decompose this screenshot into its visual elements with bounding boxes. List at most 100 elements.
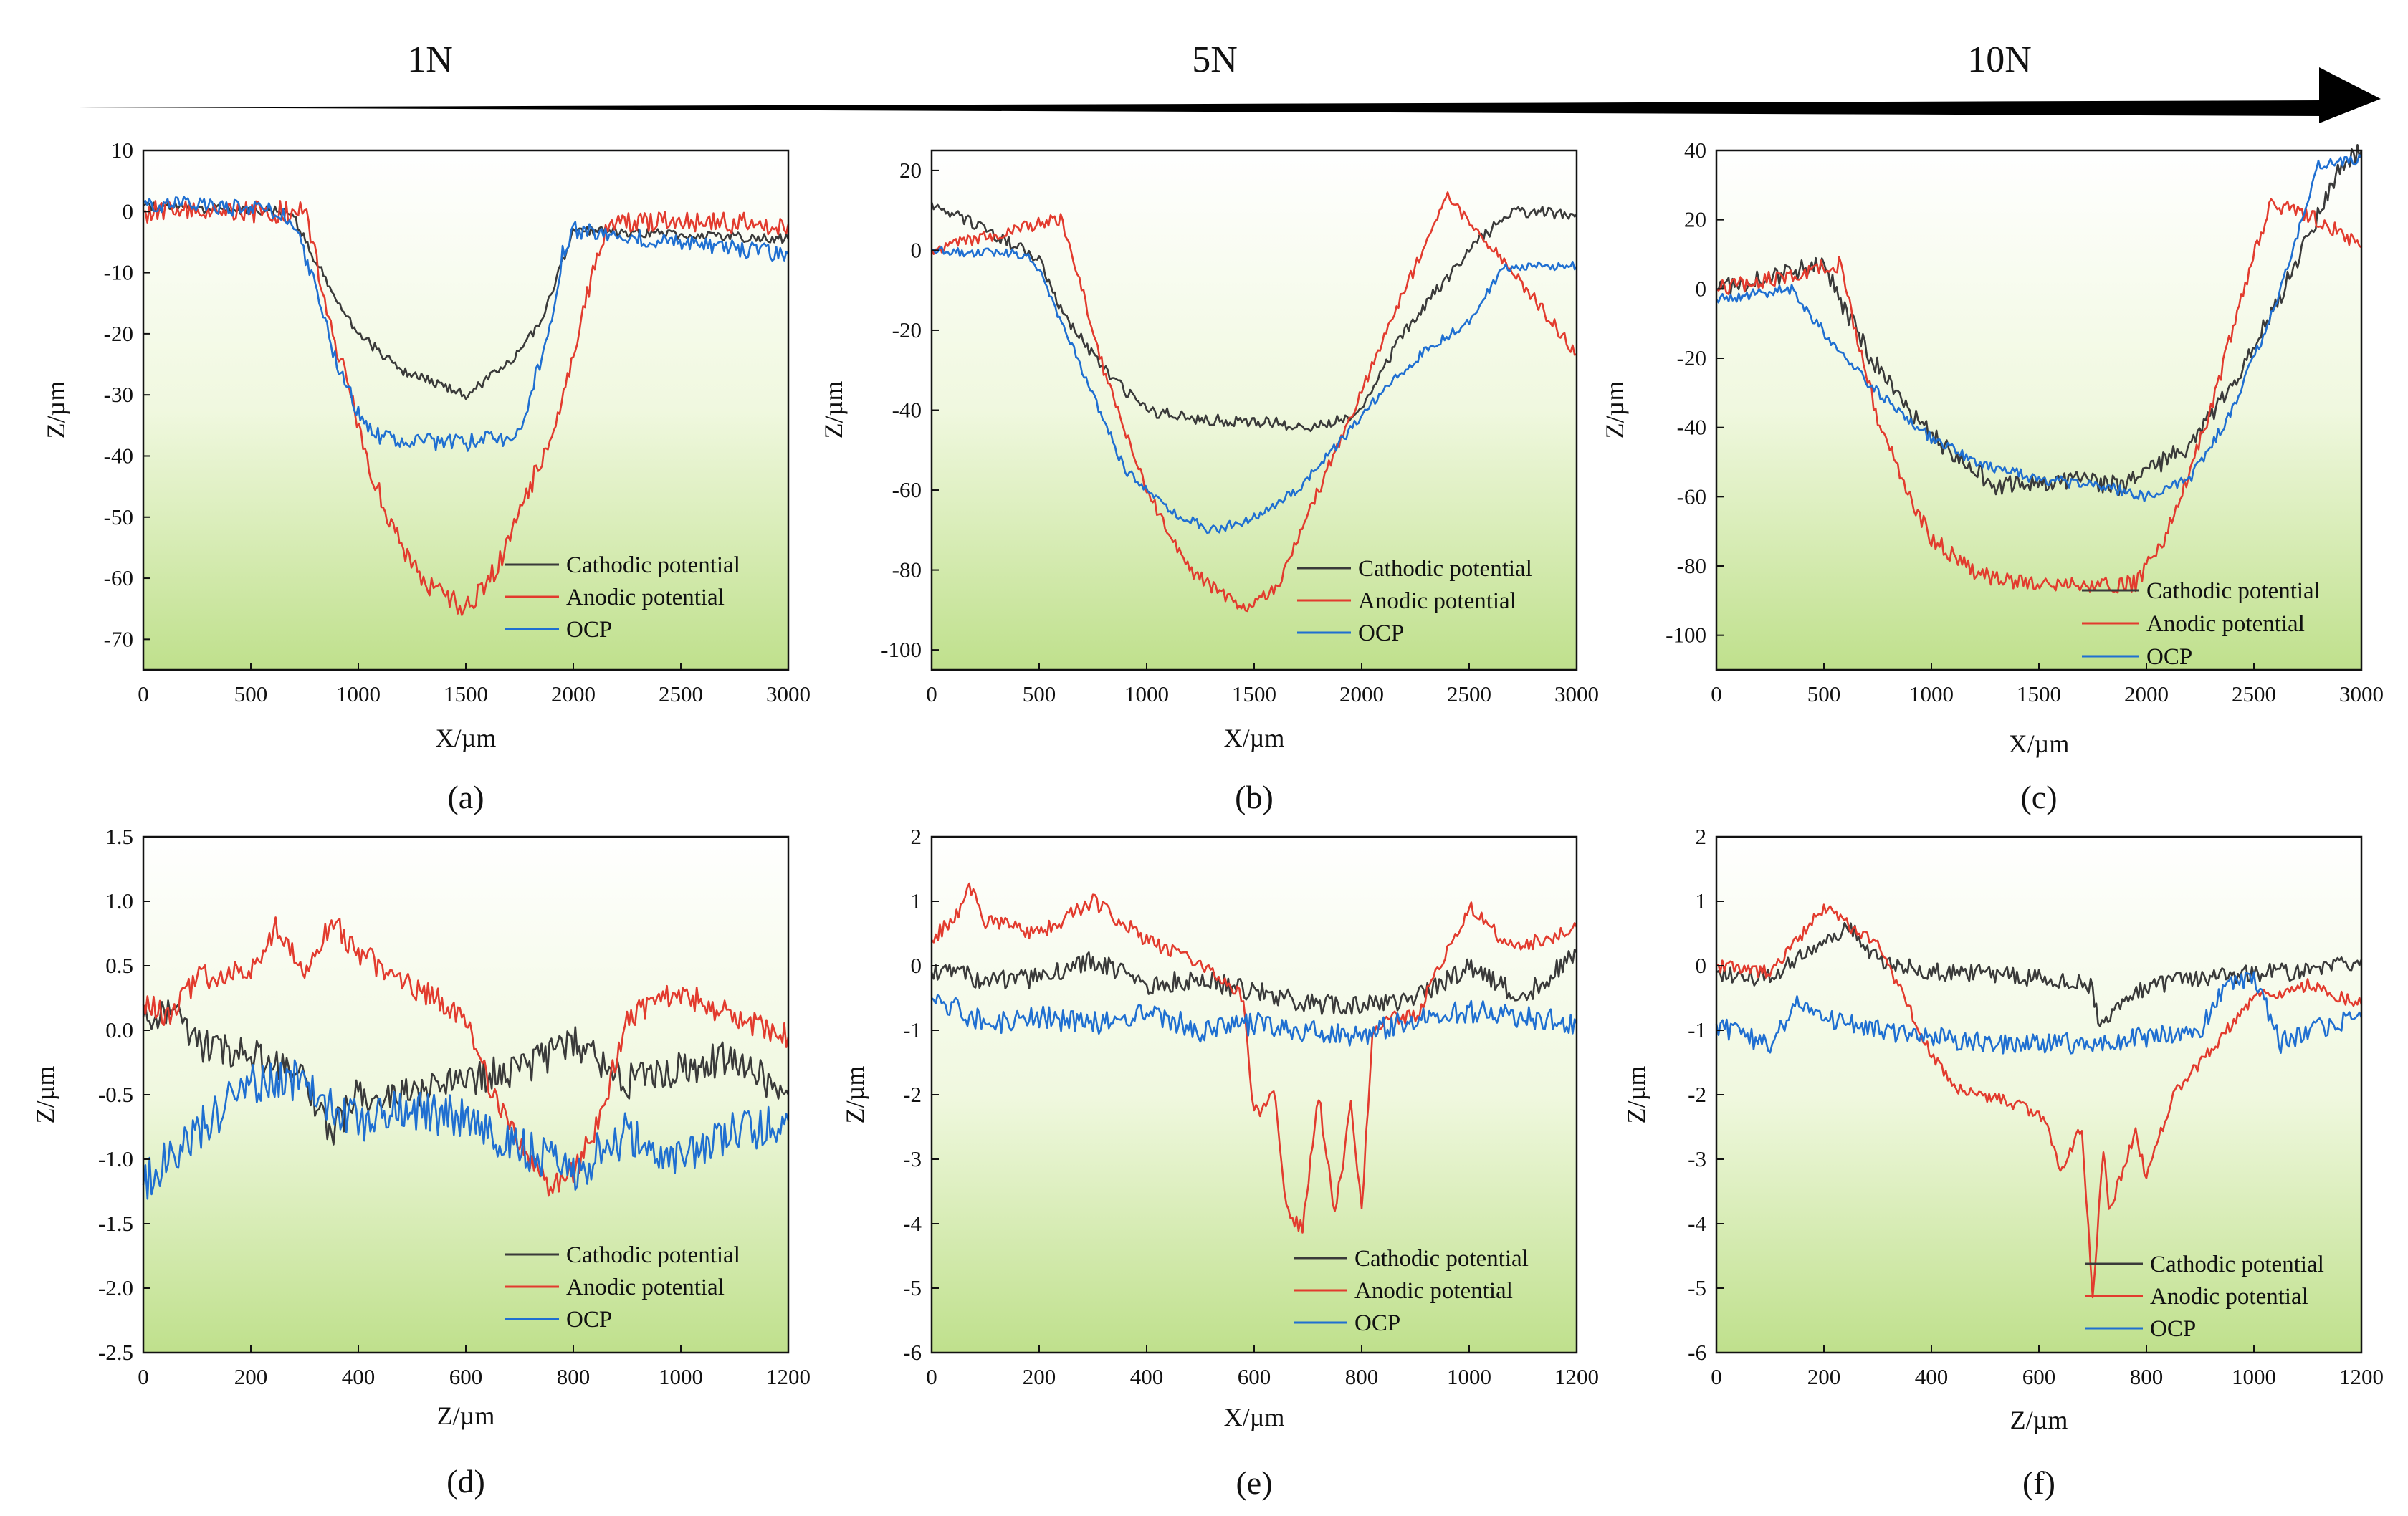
- y-tick-label: 1.5: [105, 824, 133, 849]
- x-tick-label: 800: [1345, 1364, 1379, 1389]
- x-tick-label: 500: [234, 681, 268, 706]
- y-tick-label: -5: [903, 1275, 922, 1300]
- legend: Cathodic potential Anodic potential OCP: [2086, 1252, 2324, 1342]
- y-tick-label: -3: [1688, 1146, 1706, 1171]
- x-tick-label: 1500: [2017, 681, 2061, 706]
- load-label-10N: 10N: [1967, 39, 2032, 80]
- axis-ticks: 0 500 1000 1500 2000 2500 3000 20 0 -20 -40 -60 -80 -…: [881, 158, 1599, 706]
- plot-background: [143, 150, 788, 670]
- y-tick-label: -80: [1677, 553, 1706, 578]
- x-tick-label: 2000: [2124, 681, 2169, 706]
- plot-frame: [930, 835, 1578, 1354]
- x-tick-label: 200: [1023, 1364, 1056, 1389]
- axis-ticks: 0 200 400 600 800 1000 1200 2 1 0 -1 -2 -3 -4 -5 -6: [1688, 824, 2384, 1389]
- x-tick-label: 600: [449, 1364, 483, 1389]
- x-axis-label: X/µm: [436, 724, 497, 752]
- legend-label-ocp: OCP: [2150, 1316, 2196, 1342]
- y-tick-label: -2: [1688, 1082, 1706, 1107]
- series-line-ocp: [1715, 153, 2362, 503]
- x-tick-label: 2500: [2232, 681, 2276, 706]
- y-axis-label: Z/µm: [1622, 1066, 1650, 1124]
- y-tick-label: -6: [1688, 1340, 1706, 1365]
- x-tick-label: 400: [342, 1364, 376, 1389]
- x-tick-label: 1500: [444, 681, 488, 706]
- legend-label-cathodic: Cathodic potential: [2150, 1252, 2324, 1277]
- plot-lines: [142, 916, 790, 1200]
- legend-label-ocp: OCP: [2146, 644, 2192, 670]
- series-line-ocp: [143, 196, 790, 452]
- x-tick-label: 0: [1711, 1364, 1722, 1389]
- y-tick-label: -50: [104, 504, 133, 529]
- load-label-5N: 5N: [1192, 39, 1238, 80]
- legend-label-anodic: Anodic potential: [566, 1275, 725, 1300]
- x-axis-label: X/µm: [1224, 1403, 1285, 1431]
- plot-background: [1716, 837, 2361, 1353]
- legend-label-anodic: Anodic potential: [2150, 1284, 2308, 1310]
- x-tick-label: 500: [1023, 681, 1056, 706]
- x-tick-label: 0: [926, 1364, 937, 1389]
- plot-lines: [930, 882, 1578, 1234]
- x-tick-label: 1200: [1554, 1364, 1599, 1389]
- x-tick-label: 600: [2022, 1364, 2056, 1389]
- plot-frame: [1715, 149, 2363, 671]
- y-tick-label: 0: [1696, 276, 1707, 301]
- y-tick-label: -60: [1677, 484, 1706, 509]
- load-arrow: [79, 67, 2381, 123]
- x-tick-label: 1000: [1447, 1364, 1491, 1389]
- legend-label-anodic: Anodic potential: [566, 585, 725, 610]
- x-tick-label: 1000: [1124, 681, 1169, 706]
- y-tick-label: 20: [899, 158, 922, 183]
- series-line-anodic-potential: [930, 191, 1577, 613]
- panel-label: (c): [2020, 779, 2057, 815]
- plot-frame: [930, 149, 1578, 671]
- legend: Cathodic potential Anodic potential OCP: [505, 552, 740, 643]
- x-tick-label: 200: [1807, 1364, 1841, 1389]
- legend-label-ocp: OCP: [566, 617, 612, 643]
- legend-label-ocp: OCP: [1358, 620, 1404, 646]
- y-tick-label: 0.0: [105, 1017, 133, 1042]
- legend: Cathodic potential Anodic potential OCP: [2082, 578, 2321, 670]
- x-tick-label: 800: [2130, 1364, 2164, 1389]
- y-tick-label: -80: [892, 557, 922, 582]
- y-tick-label: -40: [1677, 415, 1706, 440]
- plot-lines: [1715, 144, 2363, 594]
- legend-label-anodic: Anodic potential: [1354, 1278, 1513, 1304]
- legend-label-cathodic: Cathodic potential: [566, 1242, 740, 1268]
- x-tick-label: 1000: [659, 1364, 703, 1389]
- y-tick-label: -70: [104, 626, 133, 651]
- y-axis-label: Z/µm: [1600, 381, 1629, 439]
- plot-lines: [930, 191, 1578, 613]
- plot-frame: [1715, 835, 2363, 1354]
- y-tick-label: 2: [1696, 824, 1707, 849]
- y-tick-label: -60: [892, 477, 922, 502]
- legend-label-ocp: OCP: [1354, 1310, 1400, 1336]
- load-arrow-head: [2319, 67, 2381, 123]
- legend-label-ocp: OCP: [566, 1307, 612, 1333]
- series-line-anodic-potential: [1716, 198, 2362, 594]
- legend: Cathodic potential Anodic potential OCP: [1297, 556, 1532, 646]
- x-tick-label: 400: [1915, 1364, 1949, 1389]
- y-axis-label: Z/µm: [841, 1066, 869, 1124]
- y-axis-label: Z/µm: [31, 1066, 59, 1124]
- plot-frame: [142, 149, 790, 671]
- x-axis-label: X/µm: [2009, 729, 2070, 758]
- panel-d: 0 200 400 600 800 1000 1200 1.5 1.0 0.5 0.0 -0.5 -1.…: [31, 824, 811, 1500]
- panel-label: (f): [2022, 1464, 2055, 1501]
- series-line-anodic-potential: [931, 882, 1578, 1234]
- x-tick-label: 0: [138, 681, 149, 706]
- legend-label-cathodic: Cathodic potential: [1354, 1246, 1529, 1272]
- y-tick-label: -20: [892, 317, 922, 342]
- x-tick-label: 1000: [336, 681, 381, 706]
- y-tick-label: -10: [104, 260, 133, 285]
- plot-background: [932, 150, 1577, 670]
- x-tick-label: 600: [1238, 1364, 1271, 1389]
- legend-label-cathodic: Cathodic potential: [2146, 578, 2321, 604]
- panel-label: (b): [1235, 779, 1274, 815]
- y-axis-label: Z/µm: [42, 381, 70, 439]
- y-tick-label: -4: [903, 1211, 922, 1236]
- panel-f: 0 200 400 600 800 1000 1200 2 1 0 -1 -2 -3 -4 -5 -6 Cat…: [1622, 824, 2384, 1501]
- y-tick-label: 0: [1696, 953, 1707, 978]
- x-tick-label: 1200: [766, 1364, 811, 1389]
- panel-label: (a): [447, 779, 484, 815]
- y-tick-label: 40: [1684, 138, 1706, 163]
